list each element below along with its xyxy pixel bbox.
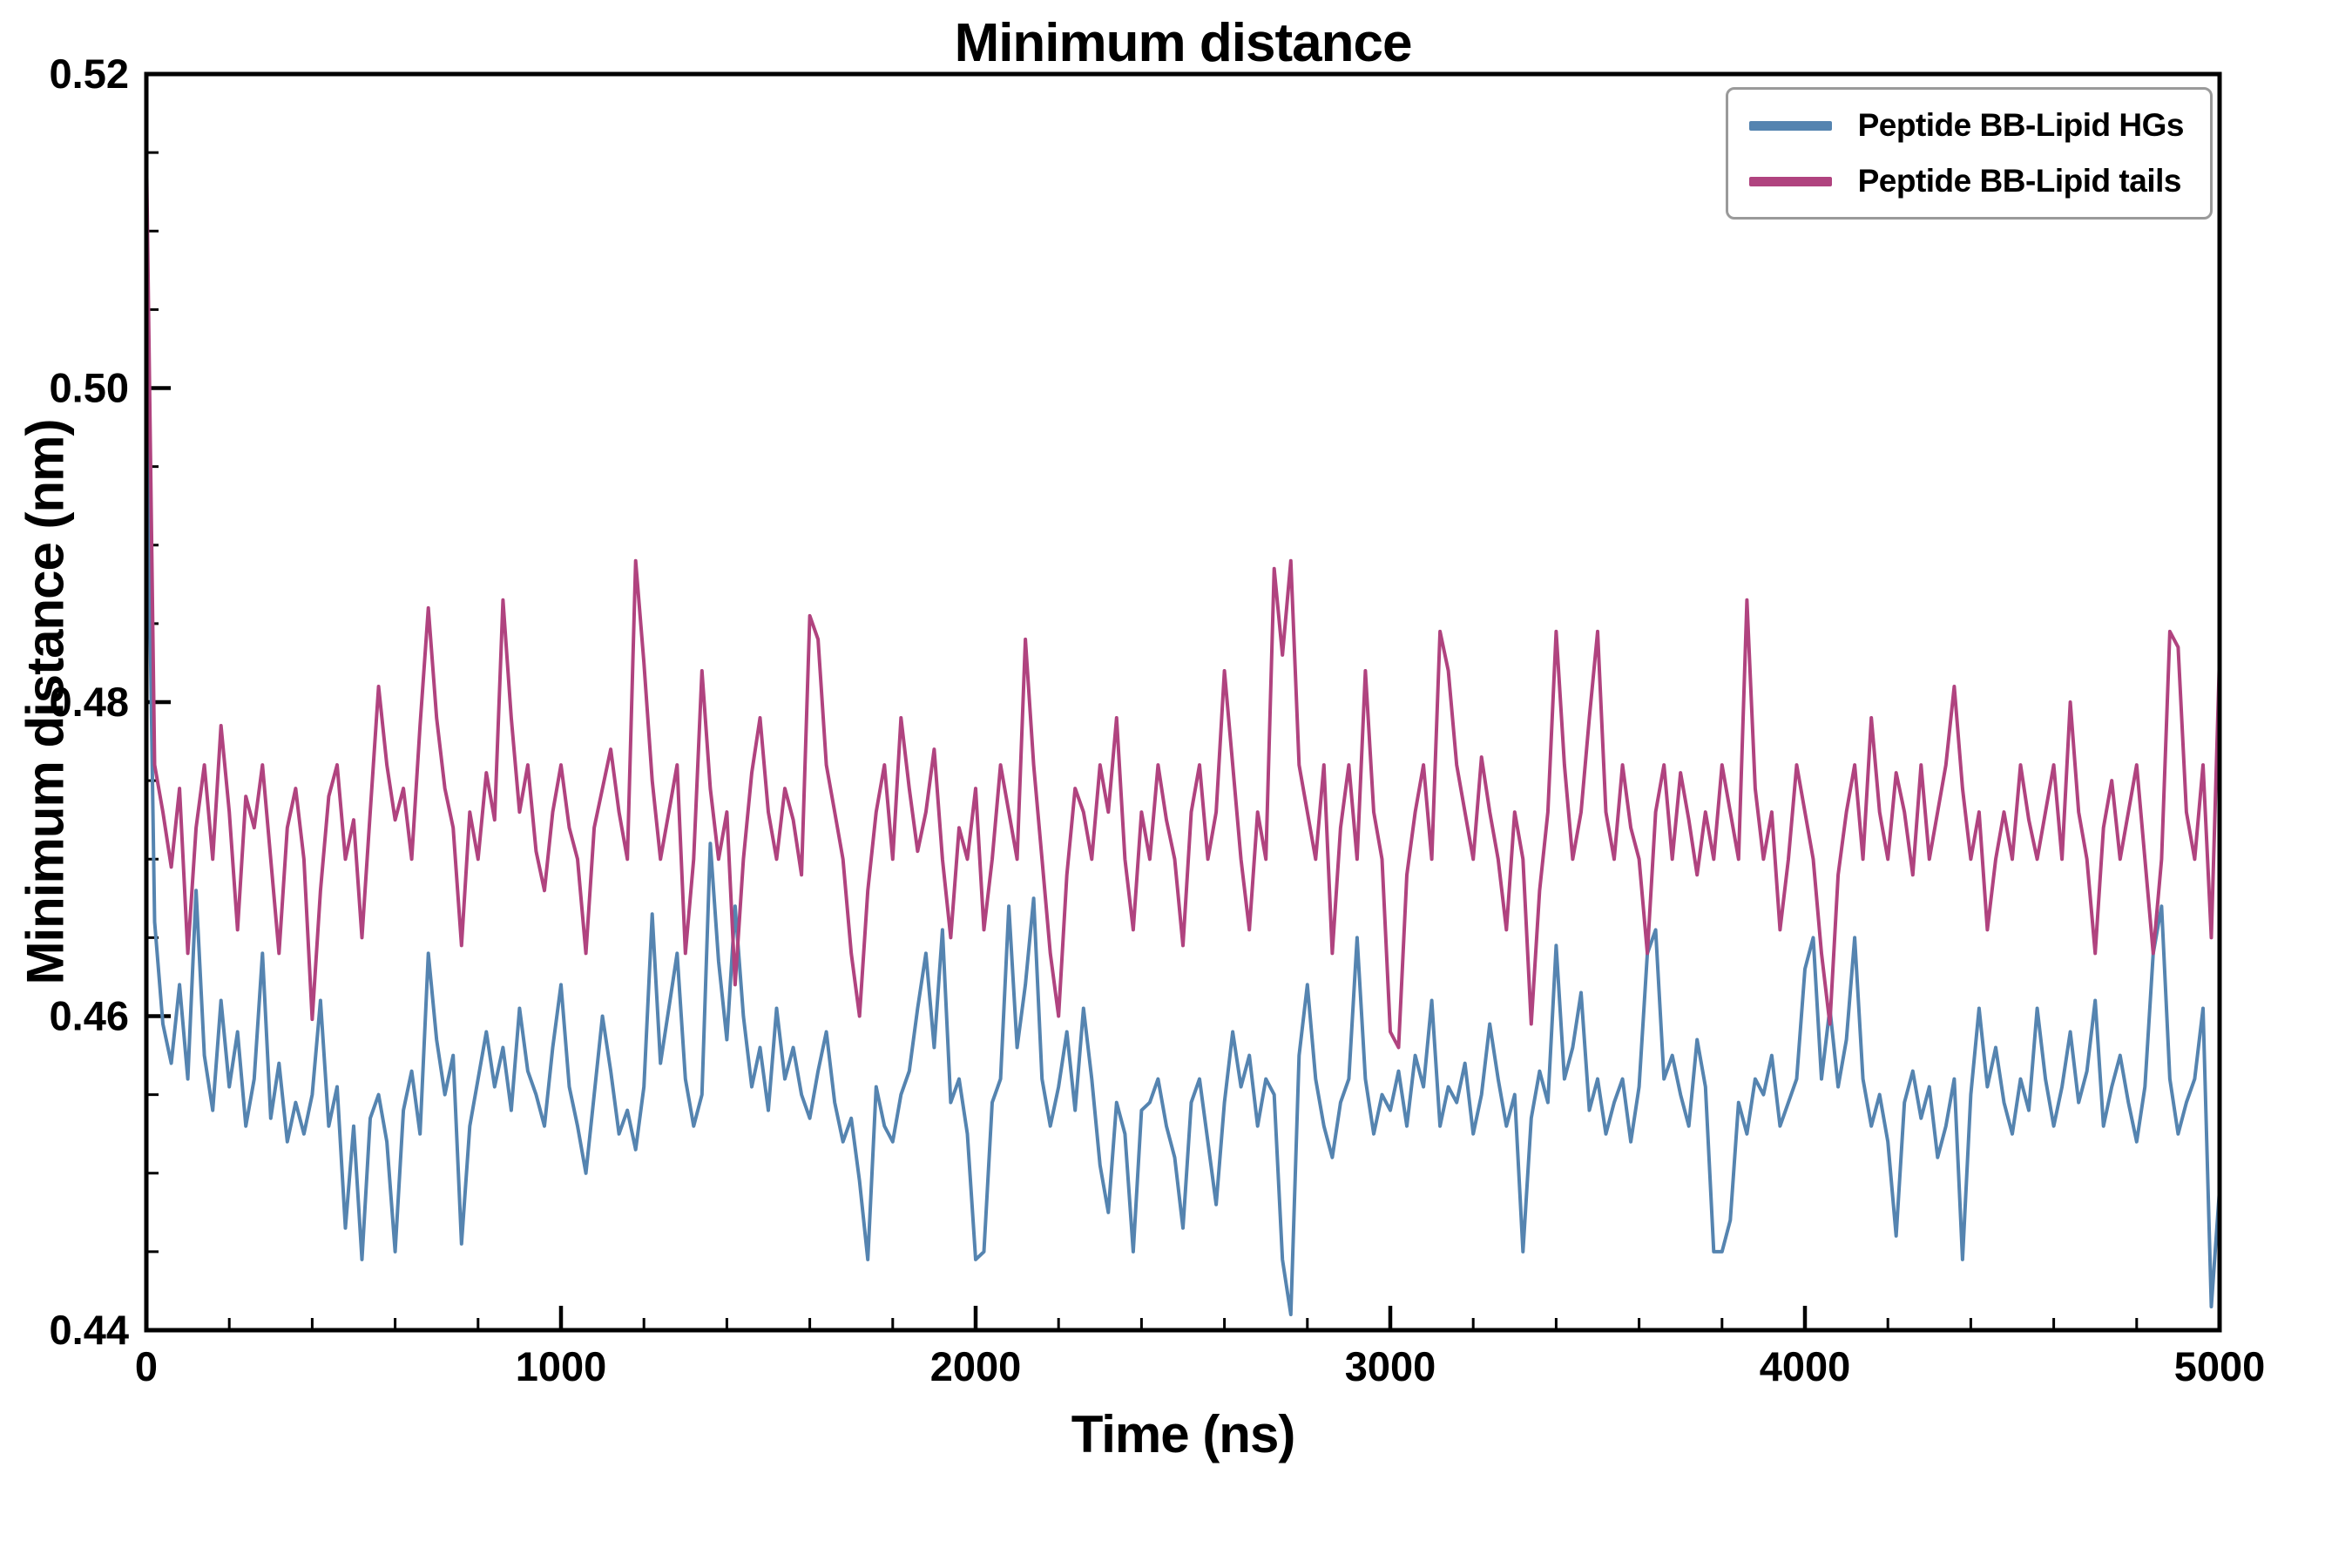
y-tick-label: 0.46 [50,993,129,1039]
legend-item-hgs: Peptide BB-Lipid HGs [1748,107,2185,144]
minor-ticks [146,151,2139,1330]
y-tick-label: 0.52 [50,51,129,97]
chart-title: Minimum distance [954,13,1413,73]
y-axis-label: Minimum distance (nm) [16,419,75,985]
y-tick-label: 0.50 [50,365,129,411]
series-line-hgs [145,378,2221,1316]
legend-swatch-tails-icon [1748,176,1832,186]
x-axis-label: Time (ns) [1071,1405,1296,1463]
x-tick-label: 5000 [2174,1343,2266,1389]
x-tick-label: 2000 [930,1343,1022,1389]
y-tick-label: 0.48 [50,679,129,725]
legend-label-tails: Peptide BB-Lipid tails [1857,163,2182,199]
y-tick-label: 0.44 [50,1307,129,1353]
legend-item-tails: Peptide BB-Lipid tails [1748,163,2184,199]
x-tick-label: 3000 [1345,1343,1436,1389]
x-tick-label: 1000 [516,1343,607,1389]
x-tick-label: 0 [135,1343,158,1389]
series-line-tails [145,143,2221,1050]
x-tick-label: 4000 [1760,1343,1851,1389]
legend: Peptide BB-Lipid HGs Peptide BB-Lipid ta… [1725,87,2213,220]
axes-frame [144,71,2222,1333]
major-ticks: 0 1000 2000 3000 4000 5000 0.44 0.46 0.48 0.50 0.5… [50,51,2266,1389]
legend-label-hgs: Peptide BB-Lipid HGs [1857,107,2185,143]
legend-swatch-hgs-icon [1748,120,1832,131]
